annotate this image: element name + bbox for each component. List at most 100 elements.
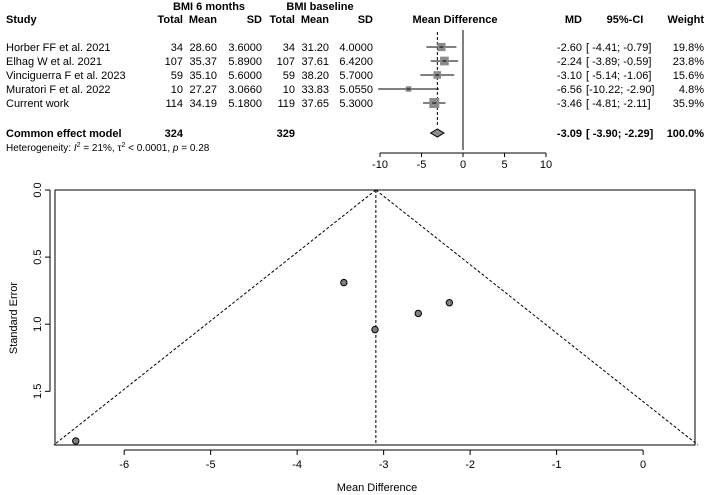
mean-base: 31.20 bbox=[301, 42, 329, 54]
header-bmi-6-months: BMI 6 months bbox=[173, 1, 245, 13]
mean-6m: 27.27 bbox=[189, 84, 217, 96]
forest-axis-tick-label: 10 bbox=[540, 159, 552, 171]
table-row: Current work 114 34.19 5.1800 119 37.65 … bbox=[6, 98, 704, 110]
ci-value: [ -5.14; -1.06] bbox=[586, 70, 651, 82]
funnel-y-axis-label: Standard Error bbox=[8, 282, 20, 354]
mean-6m: 35.37 bbox=[189, 56, 217, 68]
sd-6m: 5.6000 bbox=[228, 70, 262, 82]
mean-6m: 28.60 bbox=[189, 42, 217, 54]
col-header-sd-6m: SD bbox=[247, 14, 262, 26]
heterogeneity-text: Heterogeneity: I2 = 21%, τ2 < 0.0001, p … bbox=[6, 142, 210, 154]
forest-axis-tick-label: -5 bbox=[417, 159, 427, 171]
sd-base: 5.3000 bbox=[339, 98, 373, 110]
funnel-points bbox=[72, 278, 454, 445]
pooled-ci: [ -3.90; -2.29] bbox=[586, 128, 654, 140]
weight-value: 4.8% bbox=[679, 84, 704, 96]
sd-base: 5.7000 bbox=[339, 70, 373, 82]
funnel-x-tick-label: -3 bbox=[379, 459, 389, 471]
sd-base: 5.0550 bbox=[339, 84, 373, 96]
funnel-point bbox=[340, 278, 348, 287]
funnel-x-tick-label: -6 bbox=[119, 459, 129, 471]
mean-base: 37.61 bbox=[301, 56, 329, 68]
mean-6m: 34.19 bbox=[189, 98, 217, 110]
funnel-x-tick-label: 0 bbox=[640, 459, 646, 471]
mean-base: 38.20 bbox=[301, 70, 329, 82]
funnel-x-axis-label: Mean Difference bbox=[337, 482, 418, 494]
col-header-total-base: Total bbox=[270, 14, 295, 26]
forest-axis-tick-label: -10 bbox=[372, 159, 388, 171]
pooled-diamond bbox=[429, 128, 445, 138]
total-base: 59 bbox=[283, 70, 295, 82]
funnel-x-tick-label: -4 bbox=[292, 459, 302, 471]
sd-6m: 5.1800 bbox=[228, 98, 262, 110]
col-header-ci: 95%-CI bbox=[607, 14, 644, 26]
mean-6m: 35.10 bbox=[189, 70, 217, 82]
table-row: Horber FF et al. 2021 34 28.60 3.6000 34… bbox=[6, 42, 704, 54]
total-6m: 59 bbox=[171, 70, 183, 82]
funnel-lines bbox=[53, 189, 699, 446]
total-6m: 10 bbox=[171, 84, 183, 96]
funnel-y-tick-label: 1.5 bbox=[32, 384, 44, 399]
total-6m: 114 bbox=[165, 98, 183, 110]
col-header-md: MD bbox=[565, 14, 582, 26]
funnel-y-tick-label: 0.5 bbox=[32, 249, 44, 264]
forest-plot: BMI 6 months BMI baseline Study Total Me… bbox=[6, 1, 704, 171]
total-base: 107 bbox=[277, 56, 295, 68]
study-name: Elhag W et al. 2021 bbox=[6, 56, 102, 68]
ci-value: [-10.22; -2.90] bbox=[586, 84, 655, 96]
sd-6m: 3.6000 bbox=[228, 42, 262, 54]
sd-6m: 3.0660 bbox=[228, 84, 262, 96]
total-6m: 107 bbox=[165, 56, 183, 68]
table-row: Muratori F et al. 2022 10 27.27 3.0660 1… bbox=[6, 84, 704, 96]
total-base: 10 bbox=[283, 84, 295, 96]
funnel-x-axis: -6 -5 -4 -3 -2 -1 0 bbox=[119, 449, 646, 471]
pooled-weight: 100.0% bbox=[667, 128, 705, 140]
study-name: Current work bbox=[6, 98, 69, 110]
pooled-total-base: 329 bbox=[277, 128, 295, 140]
col-header-mean-difference: Mean Difference bbox=[413, 14, 498, 26]
funnel-point bbox=[371, 325, 379, 334]
ci-value: [ -3.89; -0.59] bbox=[586, 56, 651, 68]
funnel-x-tick-label: -1 bbox=[552, 459, 562, 471]
mean-base: 33.83 bbox=[301, 84, 329, 96]
funnel-x-tick-label: -2 bbox=[465, 459, 475, 471]
weight-value: 19.8% bbox=[673, 42, 704, 54]
total-base: 34 bbox=[283, 42, 295, 54]
table-row: Elhag W et al. 2021 107 35.37 5.8900 107… bbox=[6, 56, 704, 68]
col-header-weight: Weight bbox=[668, 14, 705, 26]
mean-base: 37.65 bbox=[301, 98, 329, 110]
forest-axis: -10 -5 0 5 10 bbox=[372, 152, 552, 171]
forest-axis-tick-label: 5 bbox=[501, 159, 507, 171]
col-header-study: Study bbox=[6, 14, 37, 26]
study-name: Muratori F et al. 2022 bbox=[6, 84, 111, 96]
funnel-y-axis: 0.0 0.5 1.0 1.5 bbox=[32, 182, 51, 399]
weight-value: 15.6% bbox=[673, 70, 704, 82]
sd-6m: 5.8900 bbox=[228, 56, 262, 68]
md-value: -3.10 bbox=[557, 70, 582, 82]
total-6m: 34 bbox=[171, 42, 183, 54]
header-bmi-baseline: BMI baseline bbox=[286, 1, 353, 13]
md-value: -3.46 bbox=[557, 98, 582, 110]
funnel-plot: -6 -5 -4 -3 -2 -1 0 0.0 0.5 1.0 1.5 Mean Differen… bbox=[8, 182, 699, 494]
funnel-x-tick-label: -5 bbox=[206, 459, 216, 471]
study-name: Horber FF et al. 2021 bbox=[6, 42, 111, 54]
funnel-point bbox=[72, 437, 80, 445]
table-row: Vinciguerra F et al. 2023 59 35.10 5.600… bbox=[6, 70, 704, 82]
funnel-left-limit-line bbox=[53, 189, 377, 446]
funnel-y-tick-label: 0.0 bbox=[32, 182, 44, 197]
md-value: -2.60 bbox=[557, 42, 582, 54]
ci-value: [ -4.81; -2.11] bbox=[586, 98, 651, 110]
col-header-mean-6m: Mean bbox=[189, 14, 217, 26]
ci-value: [ -4.41; -0.79] bbox=[586, 42, 651, 54]
funnel-plot-frame bbox=[54, 189, 696, 446]
weight-value: 23.8% bbox=[673, 56, 704, 68]
funnel-point bbox=[445, 299, 454, 307]
col-header-mean-base: Mean bbox=[301, 14, 329, 26]
sd-base: 6.4200 bbox=[339, 56, 373, 68]
pooled-label: Common effect model bbox=[6, 128, 122, 140]
md-value: -6.56 bbox=[557, 84, 582, 96]
total-base: 119 bbox=[277, 98, 295, 110]
pooled-row: Common effect model 324 329 -3.09 [ -3.9… bbox=[6, 128, 704, 140]
md-value: -2.24 bbox=[557, 56, 582, 68]
